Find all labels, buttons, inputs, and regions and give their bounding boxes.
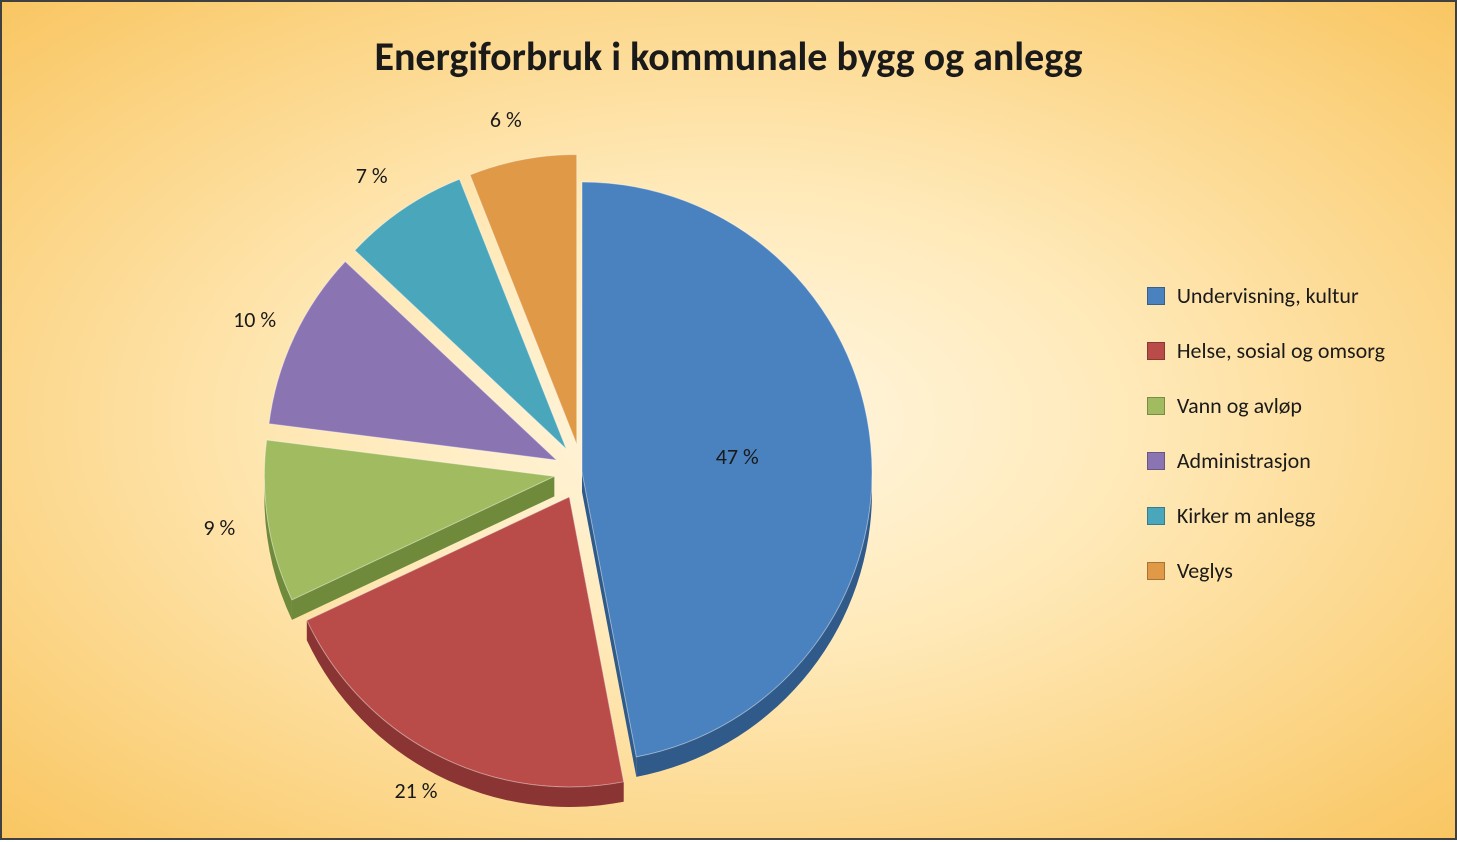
legend-swatch bbox=[1147, 342, 1165, 360]
legend-item: Undervisning, kultur bbox=[1147, 282, 1385, 309]
legend-item: Kirker m anlegg bbox=[1147, 502, 1385, 529]
legend-swatch bbox=[1147, 397, 1165, 415]
legend-item: Administrasjon bbox=[1147, 447, 1385, 474]
legend-label: Vann og avløp bbox=[1177, 392, 1302, 419]
legend-swatch bbox=[1147, 507, 1165, 525]
legend-swatch bbox=[1147, 562, 1165, 580]
slice-percent-label: 21 % bbox=[394, 777, 437, 804]
legend-label: Veglys bbox=[1177, 557, 1233, 584]
legend-swatch bbox=[1147, 452, 1165, 470]
legend-item: Helse, sosial og omsorg bbox=[1147, 337, 1385, 364]
legend: Undervisning, kultur Helse, sosial og oms… bbox=[1147, 282, 1385, 612]
legend-label: Helse, sosial og omsorg bbox=[1177, 337, 1385, 364]
legend-swatch bbox=[1147, 287, 1165, 305]
slice-percent-label: 6 % bbox=[490, 106, 522, 133]
chart-frame: Energiforbruk i kommunale bygg og anlegg… bbox=[0, 0, 1457, 840]
legend-item: Vann og avløp bbox=[1147, 392, 1385, 419]
slice-percent-label: 7 % bbox=[356, 162, 388, 189]
legend-label: Undervisning, kultur bbox=[1177, 282, 1359, 309]
slice-percent-label: 10 % bbox=[233, 306, 276, 333]
legend-label: Administrasjon bbox=[1177, 447, 1311, 474]
legend-label: Kirker m anlegg bbox=[1177, 502, 1316, 529]
legend-item: Veglys bbox=[1147, 557, 1385, 584]
slice-percent-label: 47 % bbox=[716, 443, 759, 470]
slice-percent-label: 9 % bbox=[203, 514, 235, 541]
